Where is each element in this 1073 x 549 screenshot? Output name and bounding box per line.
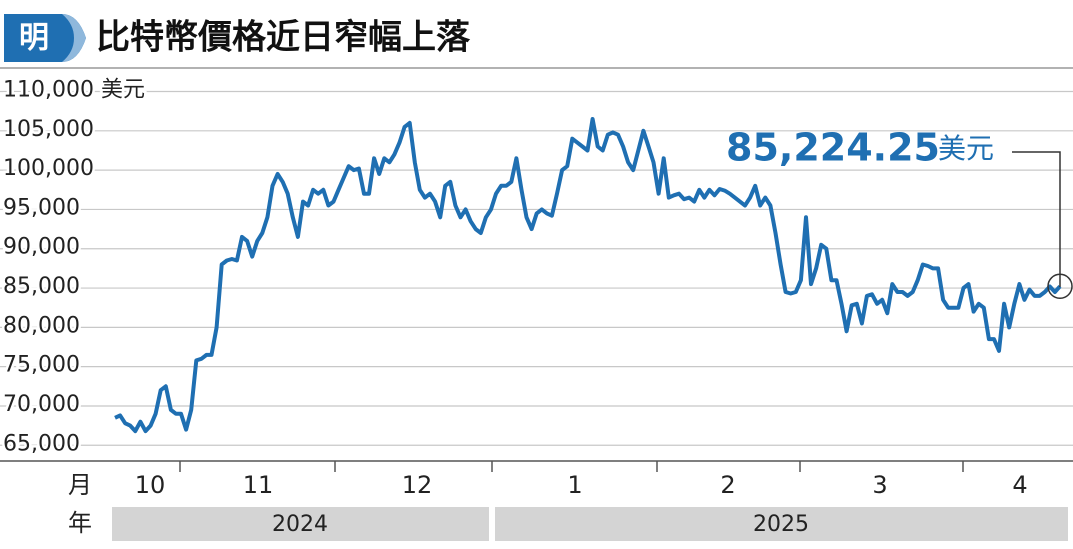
- y-tick-label: 65,000: [3, 431, 80, 456]
- annotation-leader: [1012, 151, 1061, 287]
- x-axis-title: 月: [68, 471, 92, 499]
- y-tick-label: 75,000: [3, 353, 80, 378]
- price-line: [114, 117, 1062, 434]
- logo-text: 明: [19, 21, 49, 56]
- annotation-unit: 美元: [938, 132, 994, 165]
- x-tick-label: 4: [1012, 471, 1027, 499]
- y-tick-label: 100,000: [3, 156, 94, 181]
- y-tick-label: 70,000: [3, 392, 80, 417]
- year-label: 2024: [272, 512, 328, 537]
- x-tick-label: 12: [402, 471, 433, 499]
- y-tick-label: 110,000 美元: [3, 78, 145, 103]
- y-tick-label: 105,000: [3, 117, 94, 142]
- logo-badge: [4, 14, 86, 62]
- x-tick-label: 1: [567, 471, 582, 499]
- y-tick-label: 80,000: [3, 313, 80, 338]
- year-band: [495, 507, 1068, 541]
- y-tick-label: 90,000: [3, 235, 80, 260]
- year-label: 2025: [753, 512, 809, 537]
- year-band: [112, 507, 489, 541]
- annotation-value: 85,224.25: [726, 126, 940, 170]
- y-tick-label: 85,000: [3, 274, 80, 299]
- year-axis-title: 年: [68, 509, 92, 537]
- x-tick-label: 2: [720, 471, 735, 499]
- chart-title: 比特幣價格近日窄幅上落: [96, 18, 471, 58]
- x-tick-label: 11: [243, 471, 274, 499]
- y-tick-label: 95,000: [3, 195, 80, 220]
- y-axis: 65,000 70,000 75,000 80,000 85,000 90,000 95,0…: [1, 75, 148, 459]
- x-tick-label: 3: [872, 471, 887, 499]
- x-axis: 10 11 12 1 2 3 4: [135, 461, 1028, 499]
- x-tick-label: 10: [135, 471, 166, 499]
- grid: [0, 90, 1073, 446]
- logo-accent: [62, 14, 86, 62]
